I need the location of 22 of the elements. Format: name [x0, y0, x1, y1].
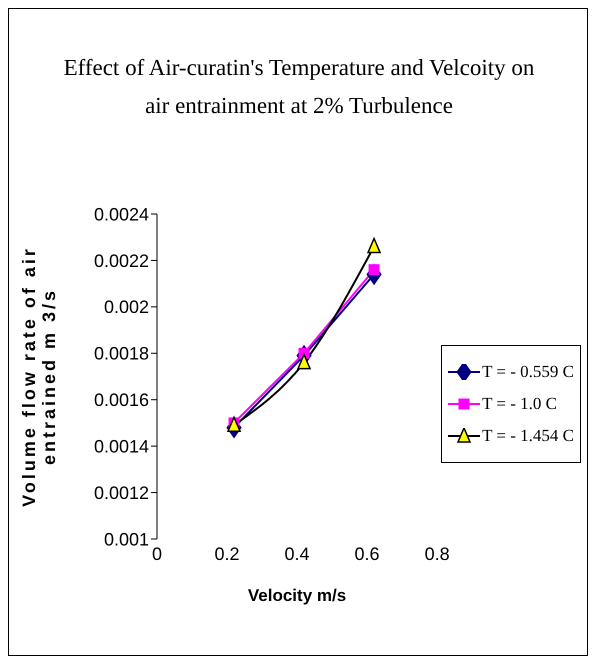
x-axis-title: Velocity m/s — [248, 586, 346, 605]
point — [227, 416, 241, 432]
y-tick-label: 0.0022 — [94, 250, 149, 271]
y-tick-label: 0.0024 — [94, 204, 149, 224]
legend-label: T = - 1.0 C — [482, 394, 557, 414]
x-tick-label: 0.4 — [284, 544, 310, 564]
x-tick-label: 0.6 — [354, 544, 380, 564]
y-tick-label: 0.0014 — [94, 436, 149, 457]
y-tick-label: 0.0012 — [94, 482, 149, 503]
x-tick-label: 0 — [152, 544, 162, 564]
x-tick-label: 0.8 — [424, 544, 450, 564]
y-tick-label: 0.0016 — [94, 390, 149, 410]
y-tick-label: 0.001 — [104, 529, 149, 550]
chart-title: Effect of Air-curatin's Temperature and Velcoity on air entrainment at 2% Turbulence — [62, 54, 536, 120]
y-tick-label: 0.002 — [104, 297, 149, 318]
y-axis-title: Volume flow rate of air entrained m 3/s — [19, 246, 59, 507]
point — [297, 354, 311, 370]
legend-label: T = - 1.454 C — [482, 426, 574, 446]
x-tick-label: 0.2 — [214, 544, 240, 564]
legend-label: T = - 0.559 C — [482, 362, 574, 382]
point — [367, 238, 381, 254]
y-tick-label: 0.0018 — [94, 344, 149, 364]
